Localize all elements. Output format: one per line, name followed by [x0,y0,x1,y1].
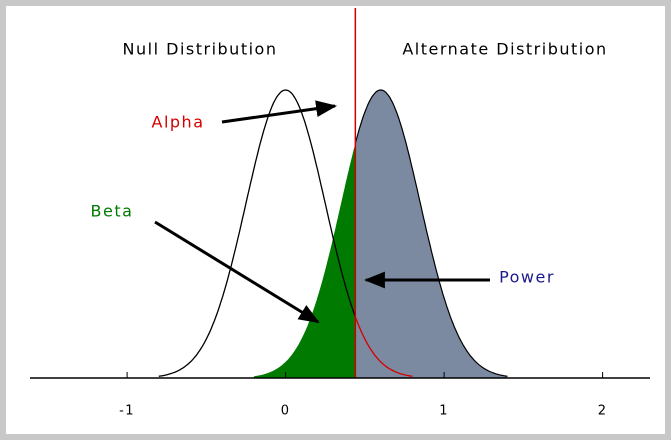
x-tick-label: 0 [281,404,291,419]
x-tick-label: -1 [119,404,135,419]
x-tick-label: 1 [439,404,449,419]
beta-area [253,143,356,378]
alternate-curve [354,89,508,377]
beta-arrow [154,220,320,324]
null-curve [158,89,356,377]
null-tail [354,316,413,377]
alpha-arrow [221,100,338,124]
null-heading: Null Distribution [123,40,278,59]
plot-area [30,8,650,379]
power-area [355,90,508,378]
x-tick-label: 2 [598,404,608,419]
beta-label: Beta [91,202,134,221]
alpha-label: Alpha [152,113,205,132]
alternate-heading: Alternate Distribution [402,40,607,59]
power-label: Power [499,268,555,287]
